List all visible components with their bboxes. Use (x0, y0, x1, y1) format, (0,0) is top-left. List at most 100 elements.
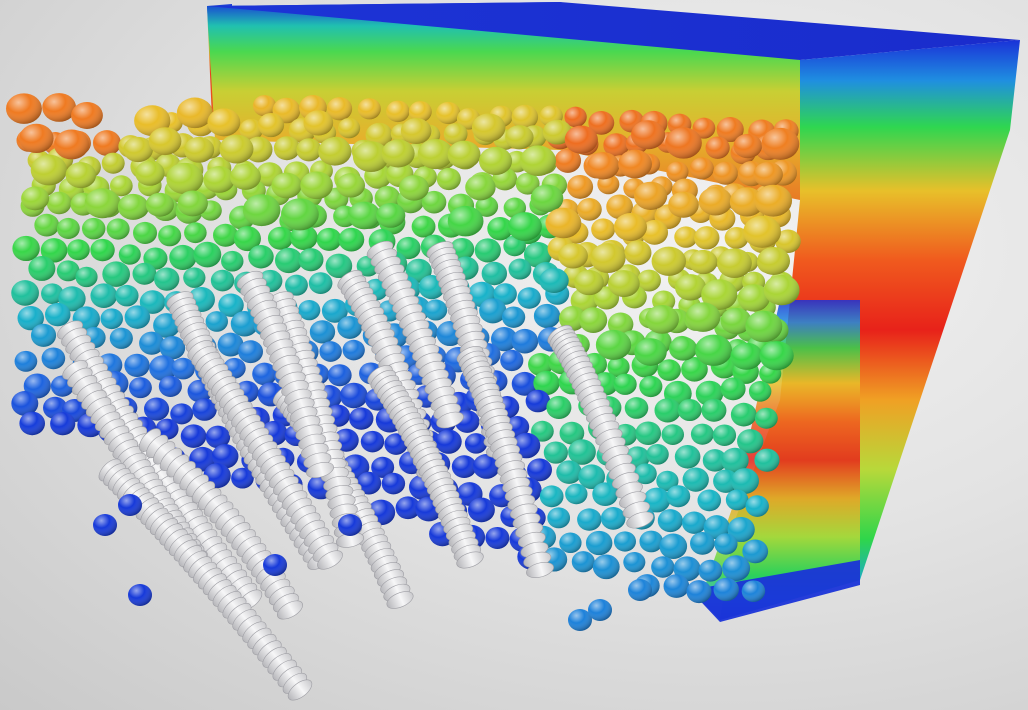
particle (177, 190, 208, 217)
particle (685, 302, 721, 332)
particle (646, 443, 669, 465)
particle (118, 244, 141, 265)
particle (775, 229, 801, 254)
particle (688, 249, 718, 275)
particle (661, 424, 685, 445)
particle (515, 172, 540, 195)
particle (221, 250, 244, 272)
particle (155, 418, 179, 440)
particle (46, 191, 72, 215)
particle (472, 453, 500, 479)
fiber (236, 270, 334, 478)
particle (697, 489, 722, 512)
particle (600, 507, 626, 530)
particle (339, 382, 368, 409)
particle (500, 349, 524, 372)
particle (395, 496, 421, 520)
particle (666, 485, 691, 508)
particle (666, 161, 689, 183)
particle (613, 213, 647, 242)
particle (592, 554, 620, 580)
particle (530, 184, 564, 213)
particle (75, 266, 98, 288)
particle (694, 226, 720, 250)
particle (556, 460, 582, 484)
particle (713, 469, 739, 493)
particle (507, 212, 542, 242)
particle (192, 398, 217, 421)
particle (635, 421, 662, 446)
particle (519, 145, 556, 177)
particle (565, 483, 588, 505)
particle (701, 398, 727, 422)
particle (659, 533, 688, 559)
particle (28, 256, 56, 281)
particle (720, 307, 752, 335)
particle (176, 97, 213, 129)
particle (559, 421, 585, 445)
particle (690, 423, 714, 445)
particle (248, 245, 274, 269)
particle (436, 101, 461, 125)
particle (171, 357, 195, 380)
particle (117, 193, 149, 220)
particle (490, 326, 518, 352)
particle (154, 267, 180, 291)
particle (50, 412, 76, 436)
particle (184, 222, 207, 244)
particle (56, 217, 80, 239)
particle (53, 129, 90, 160)
particle-layer-front (5, 93, 800, 631)
particle (118, 494, 142, 516)
particle (591, 218, 616, 241)
particle (109, 175, 133, 197)
particle (45, 302, 71, 327)
particle (84, 188, 120, 219)
particle (357, 98, 381, 120)
particle (568, 609, 592, 631)
particle (545, 207, 582, 239)
particle (90, 283, 118, 308)
particle (338, 227, 365, 252)
particle (464, 433, 488, 454)
particle (436, 167, 461, 191)
particle (285, 274, 308, 296)
particle (651, 556, 675, 578)
particle (724, 226, 749, 249)
particle (30, 323, 57, 347)
particle (665, 127, 702, 159)
particle (230, 163, 261, 190)
particle (468, 497, 495, 523)
particle (637, 269, 661, 292)
particle (475, 196, 499, 217)
particle (58, 286, 86, 312)
particle (233, 226, 261, 252)
particle (203, 166, 235, 193)
particle (124, 353, 150, 377)
particle (17, 305, 44, 331)
particle (590, 243, 626, 274)
particle (657, 359, 681, 381)
particle (411, 215, 436, 238)
particle (517, 287, 541, 309)
particle (352, 141, 390, 172)
particle (654, 398, 681, 423)
particle (219, 134, 254, 164)
particle (338, 117, 361, 139)
particle (702, 449, 728, 472)
particle (558, 306, 586, 331)
particle (713, 577, 739, 602)
particle (252, 95, 277, 117)
particle (421, 190, 447, 214)
fiber (456, 346, 554, 578)
particle (338, 514, 362, 536)
particle (424, 299, 448, 321)
particle (503, 235, 526, 257)
particle (381, 472, 406, 495)
particle (677, 398, 702, 422)
particle (657, 509, 683, 533)
particle (21, 186, 50, 211)
particle (720, 377, 746, 401)
particle (722, 555, 751, 582)
